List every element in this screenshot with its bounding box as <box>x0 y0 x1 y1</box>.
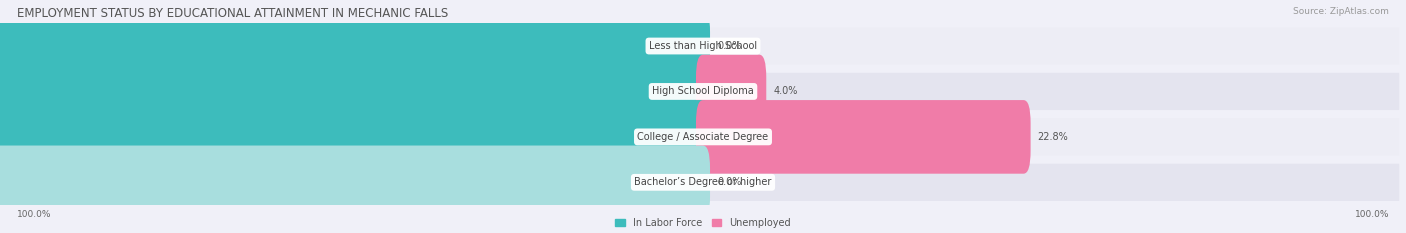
Text: 0.0%: 0.0% <box>717 177 741 187</box>
Text: 100.0%: 100.0% <box>17 210 52 219</box>
FancyBboxPatch shape <box>7 73 1399 110</box>
FancyBboxPatch shape <box>7 164 1399 201</box>
FancyBboxPatch shape <box>7 27 1399 65</box>
Text: College / Associate Degree: College / Associate Degree <box>637 132 769 142</box>
Text: Less than High School: Less than High School <box>650 41 756 51</box>
Text: EMPLOYMENT STATUS BY EDUCATIONAL ATTAINMENT IN MECHANIC FALLS: EMPLOYMENT STATUS BY EDUCATIONAL ATTAINM… <box>17 7 449 20</box>
FancyBboxPatch shape <box>696 55 766 128</box>
FancyBboxPatch shape <box>0 100 710 174</box>
Text: High School Diploma: High School Diploma <box>652 86 754 96</box>
Text: Source: ZipAtlas.com: Source: ZipAtlas.com <box>1294 7 1389 16</box>
Text: 22.8%: 22.8% <box>1038 132 1069 142</box>
FancyBboxPatch shape <box>0 9 710 83</box>
Text: Bachelor’s Degree or higher: Bachelor’s Degree or higher <box>634 177 772 187</box>
FancyBboxPatch shape <box>0 55 710 128</box>
FancyBboxPatch shape <box>7 118 1399 155</box>
Text: 100.0%: 100.0% <box>1354 210 1389 219</box>
FancyBboxPatch shape <box>0 146 710 219</box>
FancyBboxPatch shape <box>696 100 1031 174</box>
Text: 0.0%: 0.0% <box>717 41 741 51</box>
Legend: In Labor Force, Unemployed: In Labor Force, Unemployed <box>616 218 790 228</box>
Text: 4.0%: 4.0% <box>773 86 797 96</box>
